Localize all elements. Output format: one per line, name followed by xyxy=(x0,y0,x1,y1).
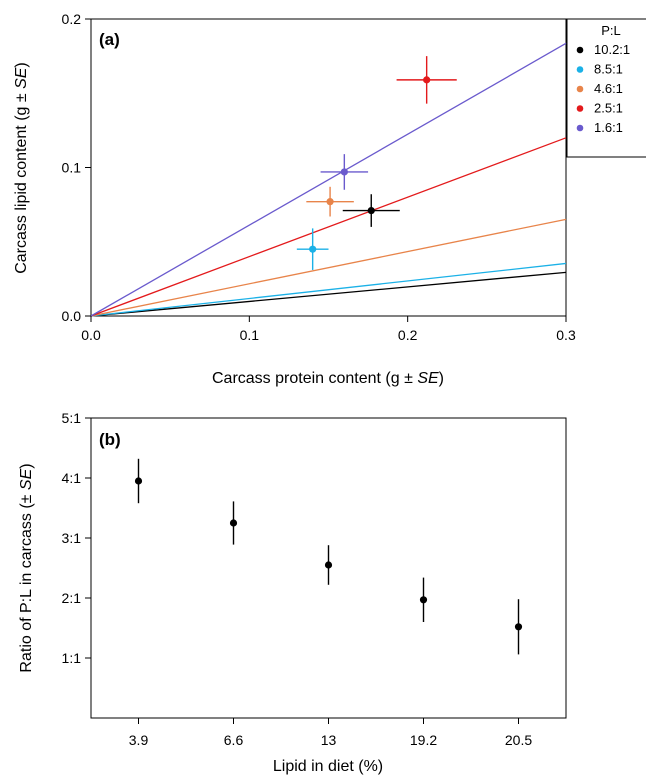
panel-b-marks xyxy=(134,458,523,655)
x-tick-label-2: 0.2 xyxy=(398,327,418,343)
panel-a-x-axis-title: Carcass protein content (g ± SE) xyxy=(212,370,444,387)
panel-b-x-axis-title: Lipid in diet (%) xyxy=(273,758,383,775)
legend-label-4: 1.6:1 xyxy=(594,120,623,135)
legend-items: 10.2:1 8.5:1 4.6:1 2.5:1 1.6:1 xyxy=(576,42,630,135)
legend-marker-2 xyxy=(576,85,584,93)
legend-label-0: 10.2:1 xyxy=(594,42,630,57)
y-tick-label-1: 0.1 xyxy=(62,160,82,176)
fit-line-0 xyxy=(90,271,567,317)
x-tick-label-0: 0.0 xyxy=(81,327,101,343)
legend-marker-1 xyxy=(576,66,584,73)
fit-line-3 xyxy=(90,137,567,317)
data-point-0 xyxy=(134,477,143,485)
x-tick-label-1: 6.6 xyxy=(224,732,244,748)
y-tick-label-1: 2:1 xyxy=(62,590,82,606)
data-point-2 xyxy=(324,561,333,569)
legend-marker-3 xyxy=(576,105,584,112)
fit-line-2 xyxy=(90,218,567,317)
legend-marker-4 xyxy=(576,124,584,132)
panel-b: 3.9 6.6 13 19.2 20.5 1:1 2:1 3:1 4:1 5:1 (b) Lipi… xyxy=(18,410,567,775)
x-tick-label-2: 13 xyxy=(321,732,337,748)
panel-a-label: (a) xyxy=(99,30,120,49)
data-point-0 xyxy=(367,206,375,215)
panel-b-label: (b) xyxy=(99,430,121,449)
x-tick-label-4: 20.5 xyxy=(505,732,532,748)
legend-title: P:L xyxy=(601,23,621,38)
legend-label-1: 8.5:1 xyxy=(594,62,623,77)
legend-marker-0 xyxy=(576,46,584,54)
y-tick-label-3: 4:1 xyxy=(62,470,82,486)
x-tick-label-3: 19.2 xyxy=(410,732,437,748)
data-point-3 xyxy=(423,76,431,84)
panel-a-ticks: 0.0 0.1 0.2 0.3 0.0 0.1 0.2 xyxy=(62,11,576,343)
x-tick-label-3: 0.3 xyxy=(556,327,576,343)
fit-line-1 xyxy=(90,262,567,317)
panel-a-y-axis-title: Carcass lipid content (g ± SE) xyxy=(13,62,30,274)
panel-a: 0.0 0.1 0.2 0.3 0.0 0.1 0.2 (a) Carcass protei… xyxy=(13,11,646,387)
x-tick-label-0: 3.9 xyxy=(129,732,149,748)
y-tick-label-2: 0.2 xyxy=(62,11,82,27)
data-point-1 xyxy=(229,519,238,527)
panel-a-legend: P:L 10.2:1 8.5:1 4.6:1 2.5:1 1.6:1 xyxy=(566,18,646,158)
y-tick-label-0: 1:1 xyxy=(62,650,82,666)
data-point-2 xyxy=(326,198,334,206)
data-point-4 xyxy=(340,168,348,176)
y-tick-label-0: 0.0 xyxy=(62,308,82,324)
data-point-4 xyxy=(514,623,523,631)
x-tick-label-1: 0.1 xyxy=(240,327,260,343)
y-tick-label-2: 3:1 xyxy=(62,530,82,546)
data-point-1 xyxy=(309,245,317,253)
legend-label-3: 2.5:1 xyxy=(594,101,623,116)
fit-line-4 xyxy=(90,42,567,317)
panel-b-y-axis-title: Ratio of P:L in carcass (± SE) xyxy=(18,463,35,672)
panel-a-marks xyxy=(90,42,567,317)
panel-b-ticks: 3.9 6.6 13 19.2 20.5 1:1 2:1 3:1 4:1 5:1 xyxy=(62,410,533,748)
y-tick-label-4: 5:1 xyxy=(62,410,82,426)
data-point-3 xyxy=(419,596,428,604)
legend-label-2: 4.6:1 xyxy=(594,81,623,96)
